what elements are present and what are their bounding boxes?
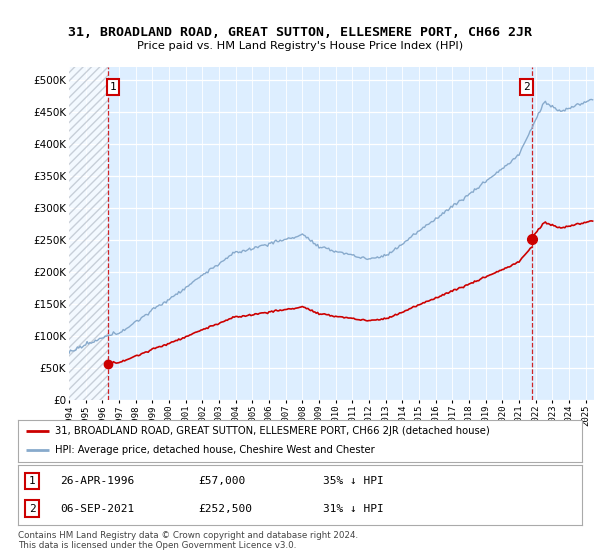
Text: 06-SEP-2021: 06-SEP-2021 [60,503,134,514]
Text: 1: 1 [29,476,35,486]
Text: 26-APR-1996: 26-APR-1996 [60,476,134,486]
Text: 31, BROADLAND ROAD, GREAT SUTTON, ELLESMERE PORT, CH66 2JR: 31, BROADLAND ROAD, GREAT SUTTON, ELLESM… [68,26,532,39]
Text: £252,500: £252,500 [199,503,253,514]
Text: Contains HM Land Registry data © Crown copyright and database right 2024.
This d: Contains HM Land Registry data © Crown c… [18,531,358,550]
Text: £57,000: £57,000 [199,476,246,486]
Text: Price paid vs. HM Land Registry's House Price Index (HPI): Price paid vs. HM Land Registry's House … [137,41,463,51]
Text: HPI: Average price, detached house, Cheshire West and Chester: HPI: Average price, detached house, Ches… [55,445,374,455]
Text: 2: 2 [29,503,35,514]
Text: 1: 1 [110,82,116,92]
Text: 2: 2 [523,82,530,92]
Text: 35% ↓ HPI: 35% ↓ HPI [323,476,383,486]
Text: 31, BROADLAND ROAD, GREAT SUTTON, ELLESMERE PORT, CH66 2JR (detached house): 31, BROADLAND ROAD, GREAT SUTTON, ELLESM… [55,426,490,436]
Text: 31% ↓ HPI: 31% ↓ HPI [323,503,383,514]
Bar [69,67,108,400]
